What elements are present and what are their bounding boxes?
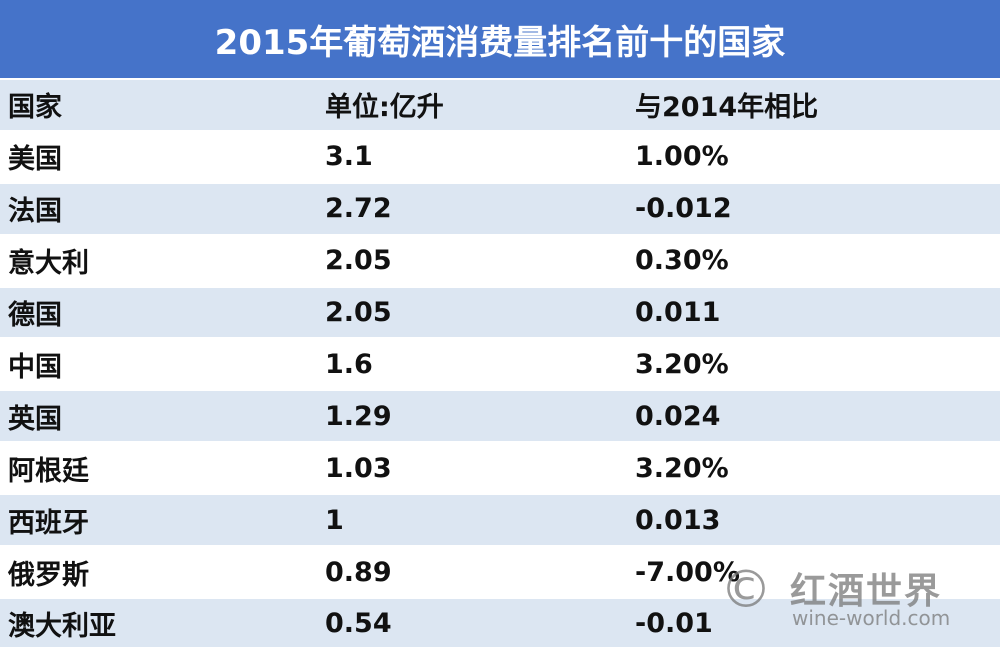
cell: -0.01 — [635, 608, 713, 640]
cell: -0.012 — [635, 193, 732, 225]
cell: 0.011 — [635, 297, 721, 329]
column-header: 与2014年相比 — [635, 92, 819, 124]
cell: -7.00% — [635, 556, 740, 588]
table-row: 法国 2.72 -0.012 — [0, 181, 1000, 234]
cell: 阿根廷 — [8, 455, 89, 487]
cell: 3.20% — [635, 452, 729, 484]
cell: 0.30% — [635, 245, 729, 277]
cell: 0.54 — [325, 608, 392, 640]
cell: 法国 — [8, 196, 62, 228]
cell: 德国 — [8, 300, 62, 332]
cell: 俄罗斯 — [8, 559, 89, 591]
cell: 英国 — [8, 403, 62, 435]
cell: 3.20% — [635, 348, 729, 380]
cell: 2.72 — [325, 193, 392, 225]
header-row: 国家 单位:亿升 与2014年相比 — [0, 78, 1000, 130]
table-row: 澳大利亚 0.54 -0.01 — [0, 597, 1000, 647]
cell: 意大利 — [8, 248, 89, 280]
table-row: 中国 1.6 3.20% — [0, 337, 1000, 390]
table-row: 英国 1.29 0.024 — [0, 389, 1000, 442]
cell: 1.03 — [325, 452, 392, 484]
cell: 美国 — [8, 144, 62, 176]
column-header: 国家 — [8, 92, 62, 124]
table-row: 美国 3.1 1.00% — [0, 129, 1000, 182]
cell: 澳大利亚 — [8, 611, 116, 643]
column-header: 单位:亿升 — [325, 92, 444, 124]
watermark-brand: 红酒世界 — [790, 571, 943, 612]
table-row: 德国 2.05 0.011 — [0, 285, 1000, 338]
cell: 1.29 — [325, 400, 392, 432]
watermark-site: wine-world.com — [792, 606, 951, 630]
cell: 0.024 — [635, 400, 721, 432]
cell: 3.1 — [325, 141, 373, 173]
cell: 1 — [325, 504, 344, 536]
cell: 1.6 — [325, 348, 373, 380]
cell: 1.00% — [635, 141, 729, 173]
title: 2015年葡萄酒消费量排名前十的国家 — [0, 0, 1000, 78]
cell: 2.05 — [325, 245, 392, 277]
table-row: 西班牙 1 0.013 — [0, 493, 1000, 546]
table-row: 意大利 2.05 0.30% — [0, 233, 1000, 286]
cell: 0.013 — [635, 504, 721, 536]
cell: 0.89 — [325, 556, 392, 588]
watermark-symbol: © — [720, 560, 772, 620]
table-row: 阿根廷 1.03 3.20% — [0, 441, 1000, 493]
table-row: 俄罗斯 0.89 -7.00% — [0, 545, 1000, 597]
cell: 西班牙 — [8, 507, 89, 539]
cell: 2.05 — [325, 297, 392, 329]
cell: 中国 — [8, 351, 62, 383]
watermark: © 红酒世界 wine-world.com — [720, 560, 990, 640]
